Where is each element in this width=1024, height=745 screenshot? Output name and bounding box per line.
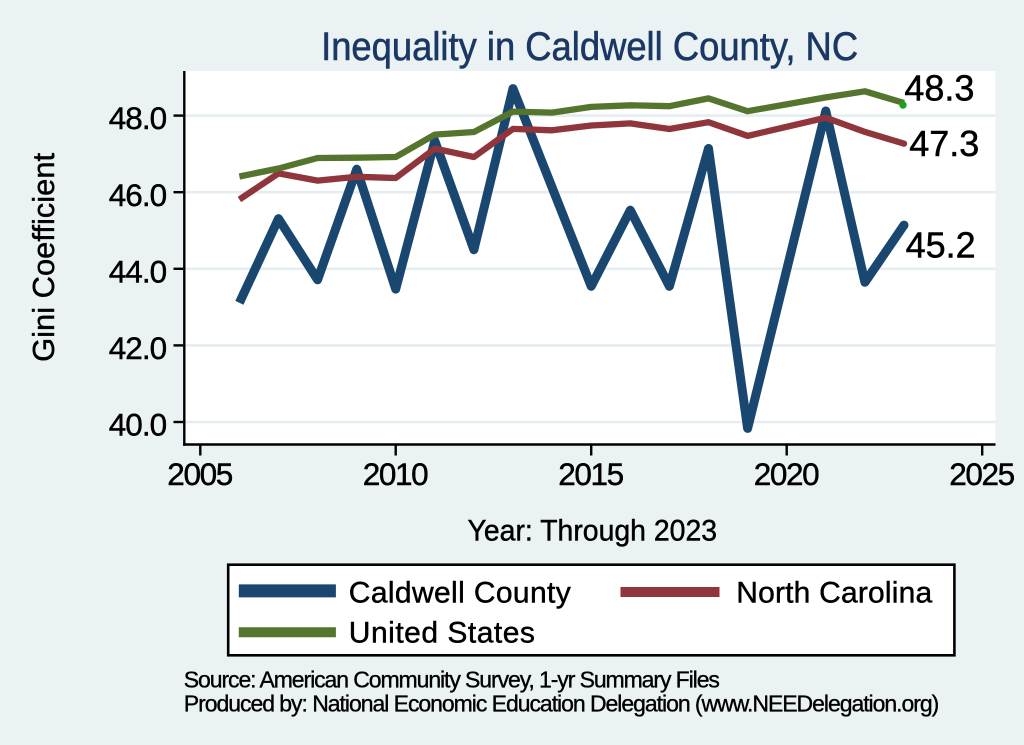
svg-text:Caldwell County: Caldwell County <box>349 576 571 609</box>
svg-text:Gini Coefficient: Gini Coefficient <box>26 153 61 362</box>
svg-text:2020: 2020 <box>754 456 820 492</box>
svg-text:United States: United States <box>349 616 535 649</box>
svg-text:Produced by: National Economic: Produced by: National Economic Education… <box>184 691 940 717</box>
svg-text:47.3: 47.3 <box>909 123 979 164</box>
svg-text:45.2: 45.2 <box>906 225 976 266</box>
svg-text:North Carolina: North Carolina <box>736 576 932 609</box>
svg-text:2005: 2005 <box>167 456 233 492</box>
svg-text:48.3: 48.3 <box>904 67 974 108</box>
svg-text:2015: 2015 <box>558 456 624 492</box>
svg-text:42.0: 42.0 <box>109 330 168 366</box>
svg-text:Inequality in Caldwell County,: Inequality in Caldwell County, NC <box>321 25 858 69</box>
svg-text:48.0: 48.0 <box>109 100 168 136</box>
svg-text:40.0: 40.0 <box>109 407 168 443</box>
svg-text:44.0: 44.0 <box>109 253 168 289</box>
svg-text:46.0: 46.0 <box>109 177 168 213</box>
svg-text:2025: 2025 <box>949 456 1015 492</box>
svg-text:2010: 2010 <box>363 456 429 492</box>
svg-text:Source: American Community Sur: Source: American Community Survey, 1-yr … <box>184 667 720 693</box>
svg-text:Year: Through 2023: Year: Through 2023 <box>468 515 718 548</box>
